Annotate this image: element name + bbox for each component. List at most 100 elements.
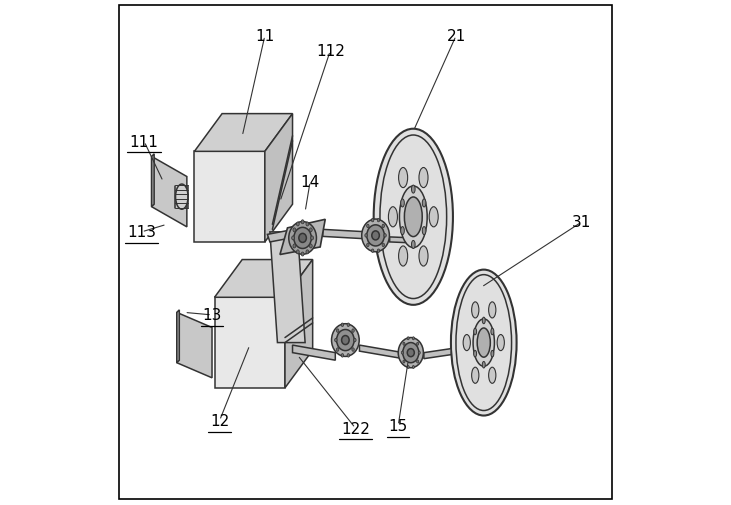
Ellipse shape (352, 329, 355, 333)
Polygon shape (285, 260, 313, 388)
Text: 13: 13 (202, 308, 221, 323)
Ellipse shape (398, 246, 408, 267)
Ellipse shape (301, 220, 304, 224)
Polygon shape (194, 115, 292, 152)
Ellipse shape (423, 227, 426, 235)
Ellipse shape (412, 186, 415, 194)
Ellipse shape (175, 185, 188, 210)
Text: 21: 21 (447, 29, 466, 44)
Polygon shape (151, 157, 187, 227)
Polygon shape (322, 230, 368, 239)
Polygon shape (151, 155, 154, 207)
Ellipse shape (384, 234, 386, 238)
Ellipse shape (367, 225, 385, 246)
Polygon shape (292, 345, 336, 361)
Ellipse shape (407, 337, 409, 340)
Ellipse shape (341, 354, 344, 358)
Ellipse shape (374, 129, 453, 305)
Ellipse shape (403, 343, 419, 363)
Polygon shape (390, 237, 413, 243)
Ellipse shape (463, 335, 470, 351)
Ellipse shape (488, 368, 496, 384)
Ellipse shape (412, 366, 414, 369)
Ellipse shape (471, 302, 479, 318)
Text: 122: 122 (341, 421, 370, 436)
Ellipse shape (367, 243, 369, 247)
Ellipse shape (299, 234, 306, 243)
Ellipse shape (473, 319, 494, 367)
Ellipse shape (294, 228, 311, 249)
Ellipse shape (451, 270, 517, 416)
Ellipse shape (311, 236, 314, 240)
Ellipse shape (306, 223, 308, 227)
Ellipse shape (297, 250, 299, 255)
Polygon shape (270, 232, 305, 343)
Ellipse shape (477, 328, 491, 358)
Ellipse shape (401, 199, 404, 208)
Ellipse shape (336, 348, 339, 351)
Ellipse shape (488, 302, 496, 318)
Ellipse shape (371, 249, 374, 253)
Ellipse shape (398, 168, 408, 188)
Ellipse shape (429, 207, 438, 227)
Polygon shape (214, 298, 285, 388)
Ellipse shape (309, 244, 312, 248)
Ellipse shape (352, 348, 355, 351)
Ellipse shape (354, 339, 356, 342)
Ellipse shape (407, 366, 409, 369)
Ellipse shape (412, 241, 415, 249)
Ellipse shape (347, 323, 349, 327)
Ellipse shape (292, 236, 295, 240)
Text: 113: 113 (127, 225, 156, 240)
Ellipse shape (404, 197, 423, 237)
Ellipse shape (417, 360, 419, 363)
Ellipse shape (335, 339, 337, 342)
Ellipse shape (377, 249, 379, 253)
Text: 15: 15 (389, 418, 408, 433)
Ellipse shape (401, 227, 404, 235)
Ellipse shape (497, 335, 504, 351)
Ellipse shape (382, 243, 385, 247)
Ellipse shape (362, 220, 390, 252)
Text: 112: 112 (316, 44, 345, 59)
Text: 111: 111 (129, 134, 159, 149)
Polygon shape (280, 220, 325, 255)
Polygon shape (360, 345, 404, 359)
Text: 14: 14 (300, 175, 319, 190)
Ellipse shape (401, 351, 404, 355)
Polygon shape (194, 152, 265, 242)
Ellipse shape (377, 219, 379, 222)
Ellipse shape (388, 207, 398, 227)
Ellipse shape (474, 350, 477, 357)
Ellipse shape (371, 219, 374, 222)
Ellipse shape (332, 324, 359, 357)
Polygon shape (265, 115, 292, 242)
Ellipse shape (336, 329, 339, 333)
Polygon shape (177, 310, 179, 363)
Ellipse shape (341, 323, 344, 327)
Ellipse shape (367, 225, 369, 228)
Ellipse shape (482, 362, 485, 368)
Ellipse shape (417, 342, 419, 345)
Ellipse shape (336, 330, 355, 351)
Ellipse shape (482, 318, 485, 324)
Polygon shape (424, 349, 451, 359)
Ellipse shape (306, 250, 308, 255)
Text: 12: 12 (210, 413, 230, 428)
Polygon shape (177, 313, 212, 378)
Ellipse shape (491, 350, 494, 357)
Ellipse shape (403, 360, 405, 363)
Text: 11: 11 (255, 29, 274, 44)
Ellipse shape (293, 228, 296, 232)
Ellipse shape (301, 252, 304, 257)
Ellipse shape (407, 349, 414, 357)
Ellipse shape (474, 329, 477, 335)
Ellipse shape (372, 231, 379, 240)
Polygon shape (214, 260, 313, 298)
Ellipse shape (399, 186, 427, 248)
Ellipse shape (398, 338, 423, 368)
Ellipse shape (418, 351, 420, 355)
Ellipse shape (423, 199, 426, 208)
Ellipse shape (491, 329, 494, 335)
Ellipse shape (347, 354, 349, 358)
